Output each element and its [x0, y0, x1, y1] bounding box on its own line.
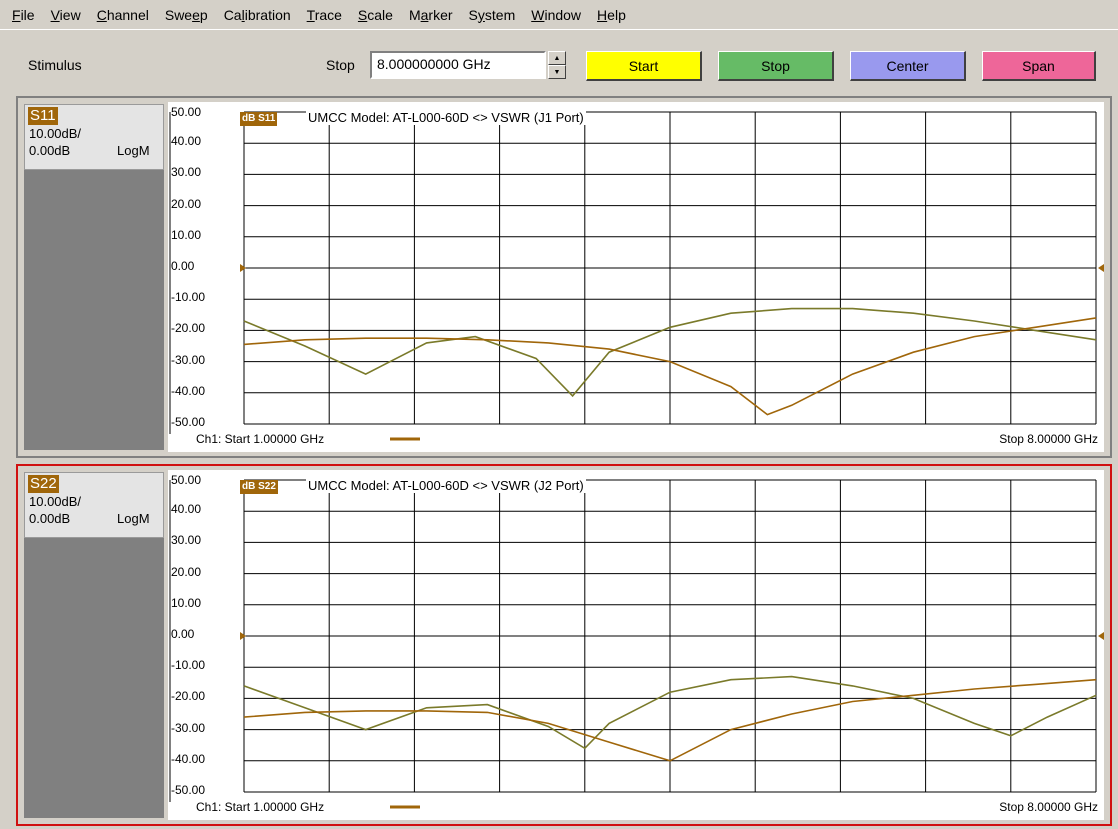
y-tick-label: -10.00	[171, 290, 206, 305]
parameter-tag[interactable]: S11	[28, 107, 58, 125]
scale-per-div: 10.00dB/	[29, 494, 82, 509]
menu-scale[interactable]: Scale	[357, 6, 393, 23]
trace-line-2	[243, 317, 1097, 416]
y-tick-label: -50.00	[171, 415, 206, 429]
y-tick-label: -40.00	[171, 751, 206, 766]
reference-marker-right	[1098, 632, 1104, 640]
sweep-start-label: Ch1: Start 1.00000 GHz	[196, 800, 325, 814]
trace-info-panel: S22 10.00dB/ 0.00dB LogM	[24, 472, 164, 818]
y-tick-label: 10.00	[171, 227, 202, 242]
trace-window-s11[interactable]: S11 10.00dB/ 0.00dB LogM 50.00 40.00 30.00…	[16, 96, 1112, 458]
y-tick-label: 40.00	[171, 134, 202, 149]
spin-down-icon[interactable]: ▼	[548, 65, 566, 79]
scale-per-div: 10.00dB/	[29, 126, 82, 141]
menu-help[interactable]: Help	[597, 6, 626, 23]
display-format: LogM	[117, 511, 150, 526]
reference-marker-right	[1098, 264, 1104, 272]
start-button[interactable]: Start	[586, 51, 702, 81]
sweep-stop-label: Stop 8.00000 GHz	[999, 432, 1098, 446]
trace-window-s22[interactable]: S22 10.00dB/ 0.00dB LogM 50.00 40.00 30.00…	[16, 464, 1112, 826]
chart-plot	[169, 479, 1104, 809]
y-tick-label: -30.00	[171, 352, 206, 367]
trace-info-box[interactable]: S22 10.00dB/ 0.00dB LogM	[24, 472, 164, 538]
menu-channel[interactable]: Channel	[96, 6, 149, 23]
menu-bar: File View Channel Sweep Calibration Trace Scal…	[0, 0, 1118, 30]
y-tick-label: -10.00	[171, 658, 206, 673]
trace-line-1	[243, 307, 1097, 398]
sweep-start-label: Ch1: Start 1.00000 GHz	[196, 432, 325, 446]
stimulus-label: Stimulus	[28, 57, 82, 73]
y-tick-label: 20.00	[171, 564, 202, 579]
menu-sweep[interactable]: Sweep	[164, 6, 208, 23]
menu-system[interactable]: System	[468, 6, 516, 23]
reference-level: 0.00dB	[29, 511, 71, 526]
y-tick-label: 20.00	[171, 196, 202, 211]
chart-title: UMCC Model: AT-L000-60D <> VSWR (J1 Port…	[306, 110, 586, 125]
trace-tag[interactable]: dB S22	[240, 480, 278, 494]
stop-frequency-spinner[interactable]: ▲ ▼	[548, 51, 566, 79]
stop-frequency-label: Stop	[326, 57, 355, 73]
y-tick-label: 0.00	[171, 259, 195, 273]
spin-up-icon[interactable]: ▲	[548, 51, 566, 65]
menu-window[interactable]: Window	[531, 6, 582, 23]
menu-calibration[interactable]: Calibration	[223, 6, 291, 23]
trace-tag[interactable]: dB S11	[240, 112, 278, 126]
menu-file[interactable]: File	[12, 6, 35, 23]
y-tick-label: 30.00	[171, 165, 202, 180]
display-format: LogM	[117, 143, 150, 158]
chart-title: UMCC Model: AT-L000-60D <> VSWR (J2 Port…	[306, 478, 586, 493]
stop-button[interactable]: Stop	[718, 51, 834, 81]
y-tick-label: -30.00	[171, 720, 206, 735]
reference-marker-left	[240, 632, 246, 640]
trace-line-2	[243, 678, 1097, 762]
y-tick-label: 10.00	[171, 595, 202, 610]
menu-view[interactable]: View	[50, 6, 81, 23]
y-tick-label: -20.00	[171, 321, 206, 336]
stop-frequency-input[interactable]: 8.000000000 GHz	[370, 51, 546, 79]
y-tick-label: 40.00	[171, 502, 202, 517]
y-tick-label: 30.00	[171, 533, 202, 548]
menu-marker[interactable]: Marker	[408, 6, 453, 23]
y-tick-label: 0.00	[171, 627, 195, 641]
center-button[interactable]: Center	[850, 51, 966, 81]
sweep-stop-label: Stop 8.00000 GHz	[999, 800, 1098, 814]
parameter-tag[interactable]: S22	[28, 475, 59, 493]
y-tick-label: -50.00	[171, 783, 206, 797]
chart-plot	[169, 111, 1104, 441]
menu-trace[interactable]: Trace	[306, 6, 342, 23]
stimulus-toolbar: Stimulus Stop 8.000000000 GHz ▲ ▼ Start …	[0, 31, 1118, 88]
y-tick-label: 50.00	[171, 105, 202, 119]
reference-marker-left	[240, 264, 246, 272]
y-tick-label: -20.00	[171, 689, 206, 704]
trace-info-panel: S11 10.00dB/ 0.00dB LogM	[24, 104, 164, 450]
trace-info-box[interactable]: S11 10.00dB/ 0.00dB LogM	[24, 104, 164, 170]
chart-area[interactable]: 50.00 40.00 30.00 20.00 10.00 0.00 -10.00 -20.0…	[168, 470, 1104, 820]
trace-line-1	[243, 675, 1097, 750]
reference-level: 0.00dB	[29, 143, 71, 158]
y-tick-label: -40.00	[171, 383, 206, 398]
y-tick-label: 50.00	[171, 473, 202, 487]
chart-area[interactable]: 50.00 40.00 30.00 20.00 10.00 0.00 -10.00 -20.0…	[168, 102, 1104, 452]
span-button[interactable]: Span	[982, 51, 1096, 81]
